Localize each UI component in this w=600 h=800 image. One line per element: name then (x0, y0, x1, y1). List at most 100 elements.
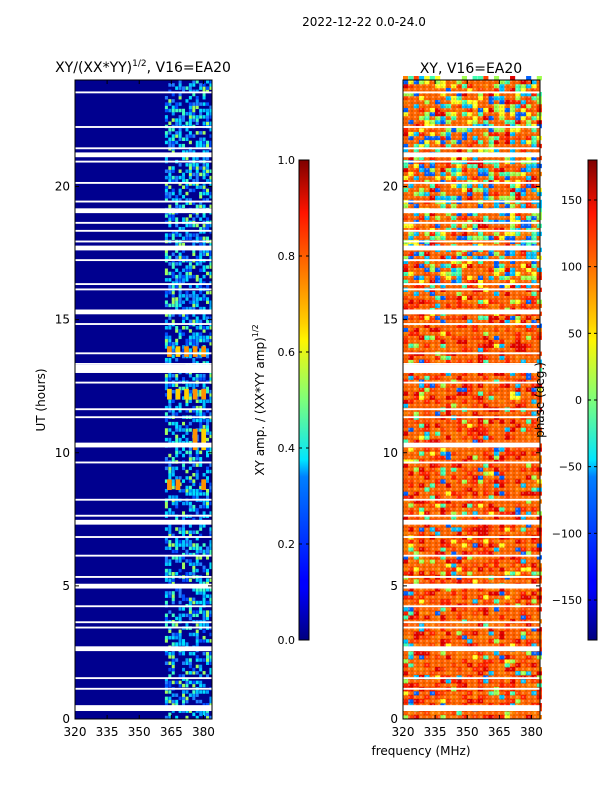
heatmap-cell (185, 163, 189, 167)
heatmap-cell (185, 383, 189, 388)
heatmap-cell (182, 204, 186, 209)
heatmap-cell (209, 501, 213, 506)
heatmap-cell (178, 118, 182, 122)
heatmap-cell (199, 226, 203, 231)
heatmap-cell (199, 249, 203, 253)
heatmap-cell (192, 565, 196, 570)
heatmap-cell (188, 198, 192, 202)
heatmap-cell (209, 667, 213, 672)
heatmap-cell (171, 664, 175, 669)
heatmap-cell (182, 118, 186, 122)
heatmap-cell (182, 488, 186, 493)
heatmap-cell (199, 115, 203, 119)
heatmap-cell (178, 313, 182, 317)
heatmap-cell (195, 172, 199, 177)
heatmap-cell (206, 578, 210, 582)
flagged-row (403, 363, 540, 365)
heatmap-cell (199, 102, 203, 106)
heatmap-cell (164, 428, 168, 432)
heatmap-cell (188, 709, 192, 713)
heatmap-cell (178, 233, 182, 237)
heatmap-cell (178, 696, 182, 701)
heatmap-cell (202, 501, 206, 506)
heatmap-cell (182, 89, 186, 94)
heatmap-cell (185, 549, 189, 554)
heatmap-cell (199, 131, 203, 135)
heatmap-cell (199, 482, 203, 487)
heatmap-cell (202, 361, 206, 365)
heatmap-cell (199, 667, 203, 672)
heatmap-cell (171, 556, 175, 560)
heatmap-cell (175, 242, 179, 247)
heatmap-cell (202, 150, 206, 154)
heatmap-cell (206, 150, 210, 154)
heatmap-cell (168, 543, 172, 547)
heatmap-cell (168, 409, 172, 413)
heatmap-cell (178, 281, 182, 285)
heatmap-cell (185, 297, 189, 301)
flagged-row (403, 576, 540, 578)
heatmap-cell (178, 530, 182, 534)
heatmap-cell (192, 482, 196, 487)
heatmap-cell (209, 610, 213, 614)
heatmap-cell (171, 709, 175, 713)
heatmap-cell (164, 556, 168, 560)
heatmap-cell (206, 495, 210, 499)
heatmap-cell (206, 252, 210, 257)
heatmap-cell (168, 137, 172, 142)
heatmap-cell (182, 517, 186, 522)
heatmap-cell (202, 163, 206, 167)
heatmap-cell (199, 252, 203, 257)
flagged-row (75, 408, 212, 411)
heatmap-cell (164, 185, 168, 189)
heatmap-cell (188, 338, 192, 343)
heatmap-cell (192, 690, 196, 694)
heatmap-cell (168, 428, 172, 432)
heatmap-cell (168, 284, 172, 288)
amplitude-panel: XY/(XX*YY)1/2, V16=EA20 320 335 350 365 380 … (34, 59, 231, 739)
flagged-row (75, 646, 212, 652)
heatmap-cell (185, 182, 189, 186)
heatmap-cell (168, 217, 172, 221)
heatmap-cell (164, 134, 168, 138)
heatmap-cell (195, 405, 199, 410)
heatmap-cell (206, 163, 210, 167)
flagged-row (403, 147, 540, 150)
flagged-row (403, 677, 540, 680)
heatmap-cell (206, 143, 210, 148)
heatmap-cell (202, 511, 206, 515)
heatmap-cell (188, 86, 192, 90)
heatmap-cell (175, 281, 179, 285)
heatmap-cell (178, 297, 182, 301)
heatmap-cell (209, 111, 213, 116)
heatmap-cell (202, 412, 206, 416)
heatmap-cell (192, 223, 196, 228)
heatmap-cell (168, 191, 172, 196)
heatmap-cell (182, 690, 186, 694)
heatmap-cell (164, 313, 168, 317)
heatmap-cell (192, 313, 196, 317)
flagged-row (75, 259, 212, 262)
x-tick-label: 320 (64, 725, 87, 739)
heatmap-cell (199, 185, 203, 189)
heatmap-cell (202, 182, 206, 186)
heatmap-cell (188, 540, 192, 544)
phase-colorbar: 150 100 50 0 −50 −100 −150 phase (deg.) (533, 159, 598, 641)
heatmap-cell (178, 163, 182, 167)
heatmap-cell (175, 405, 179, 410)
heatmap-cell (168, 610, 172, 614)
heatmap-cell (206, 712, 210, 717)
heatmap-cell (195, 399, 199, 403)
heatmap-cell (188, 616, 192, 621)
heatmap-cell (168, 83, 172, 87)
heatmap-cell (168, 326, 172, 330)
heatmap-cell (195, 699, 199, 704)
heatmap-cell (199, 405, 203, 410)
phase-panel: XY, V16=EA20 320 335 350 365 380 0 5 10 15 20 (383, 61, 543, 739)
heatmap-cell (188, 651, 192, 656)
heatmap-cell (199, 399, 203, 403)
heatmap-cell (164, 278, 168, 282)
heatmap-cell (195, 361, 199, 365)
heatmap-cell (199, 600, 203, 605)
heatmap-cell (206, 226, 210, 231)
